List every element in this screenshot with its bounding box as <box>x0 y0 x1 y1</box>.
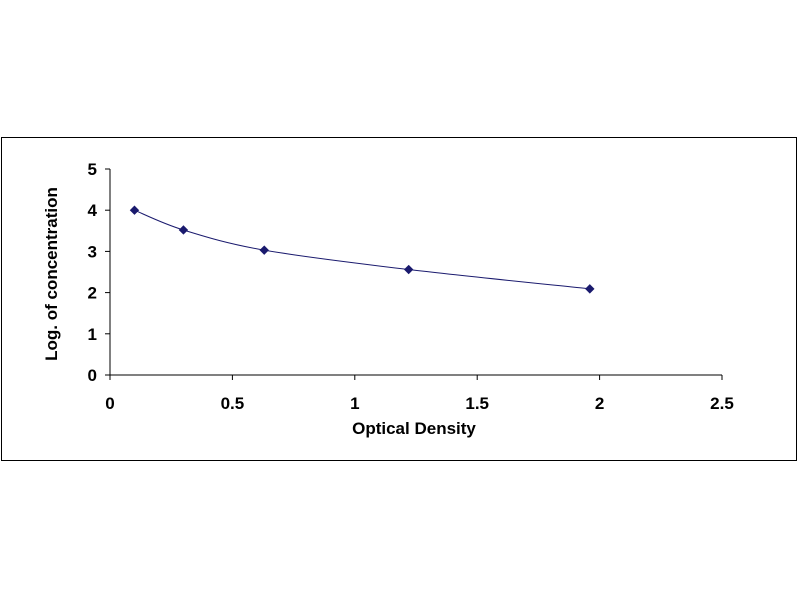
data-point-marker <box>129 205 140 215</box>
axes <box>109 169 722 376</box>
data-point-marker <box>178 225 189 235</box>
data-point-marker <box>403 264 414 275</box>
x-tick-label: 1.5 <box>465 394 489 413</box>
x-tick-label: 0 <box>105 394 114 413</box>
x-tick-label: 2.5 <box>710 394 734 413</box>
trendline-group <box>134 209 590 290</box>
data-points <box>129 205 595 294</box>
y-tick-label: 0 <box>88 366 97 385</box>
x-tick-label: 1 <box>350 394 359 413</box>
y-tick-label: 3 <box>88 242 97 261</box>
y-tick-label: 1 <box>88 325 97 344</box>
x-tick-label: 2 <box>595 394 604 413</box>
y-tick-label: 2 <box>88 284 97 303</box>
y-tick-label: 4 <box>88 201 98 220</box>
chart-frame <box>1 137 797 461</box>
x-axis-title: Optical Density <box>352 419 476 438</box>
trendline <box>134 209 590 290</box>
y-axis-title: Log. of concentration <box>42 187 61 361</box>
ticks: 0 1 2 3 4 5 0 0.5 1 1.5 2 2.5 <box>88 160 734 413</box>
data-point-marker <box>585 284 595 294</box>
x-tick-label: 0.5 <box>221 394 245 413</box>
y-tick-label: 5 <box>88 160 97 179</box>
data-point-marker <box>259 245 269 255</box>
